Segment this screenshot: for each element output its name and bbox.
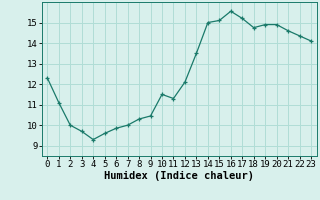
X-axis label: Humidex (Indice chaleur): Humidex (Indice chaleur) <box>104 171 254 181</box>
